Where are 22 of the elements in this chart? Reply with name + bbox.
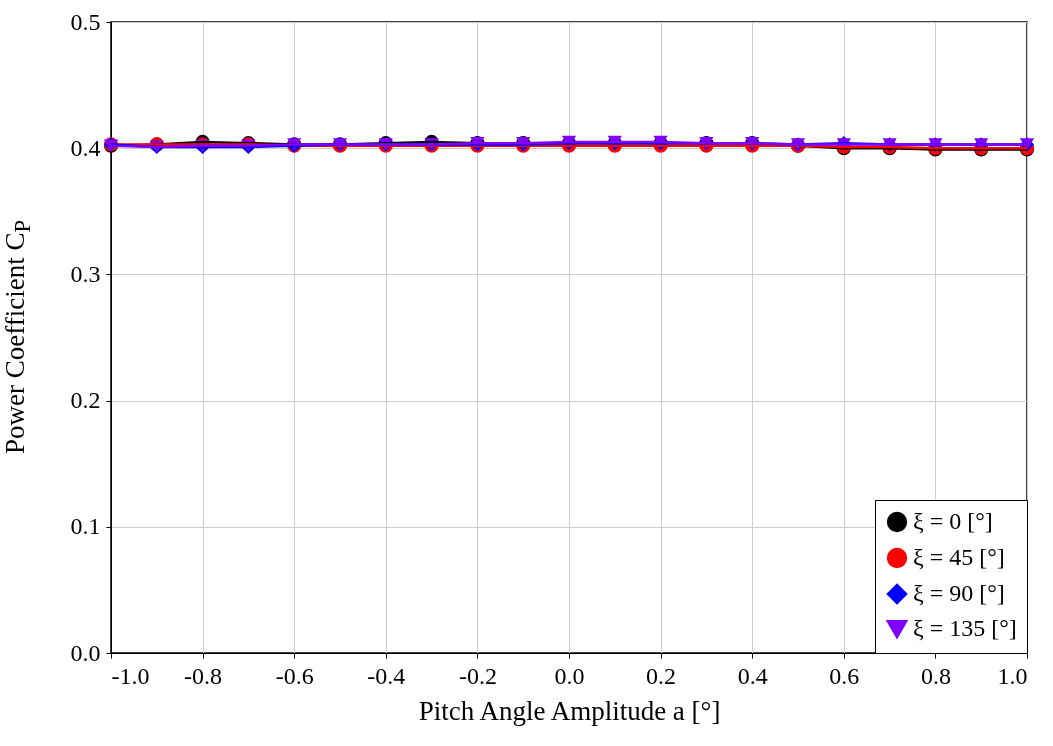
legend-label: ξ = 45 [°] [913, 544, 1005, 570]
x-tick-label: 0.8 [920, 662, 951, 689]
y-tick-label: 0.3 [70, 260, 101, 287]
legend-label: ξ = 0 [°] [913, 508, 993, 534]
y-tick-label: 0.1 [70, 513, 101, 540]
x-tick-label: 0.4 [737, 662, 768, 689]
legend-label: ξ = 135 [°] [913, 615, 1017, 641]
x-tick-label: -0.4 [367, 662, 406, 689]
x-tick-label: -0.6 [275, 662, 314, 689]
legend-label: ξ = 90 [°] [913, 580, 1005, 606]
x-tick-label: 0.6 [829, 662, 860, 689]
y-tick-label: 0.5 [70, 8, 101, 35]
y-tick-label: 0.2 [70, 387, 101, 414]
y-tick-label: 0.4 [70, 134, 101, 161]
x-tick-label: -0.8 [184, 662, 223, 689]
x-tick-label: 0.0 [554, 662, 585, 689]
x-tick-label: 0.2 [646, 662, 677, 689]
x-axis-title: Pitch Angle Amplitude a [°] [418, 695, 721, 726]
x-tick-label: -0.2 [458, 662, 497, 689]
x-tick-label: -1.0 [111, 662, 150, 689]
y-tick-label: 0.0 [70, 639, 101, 666]
x-tick-label: 1.0 [997, 662, 1028, 689]
